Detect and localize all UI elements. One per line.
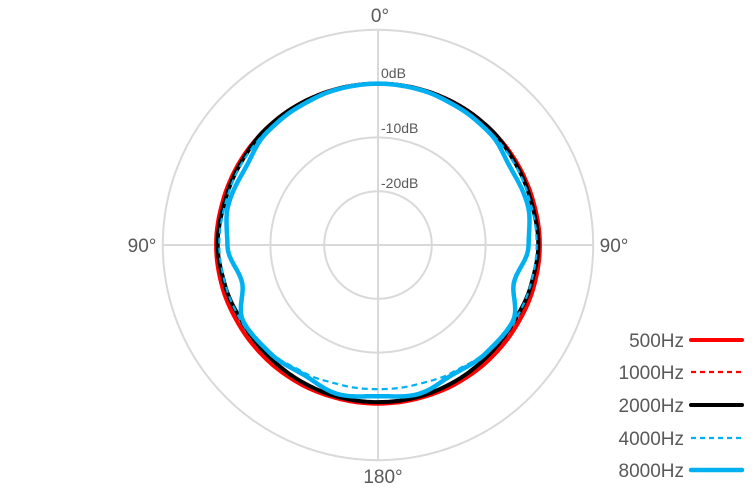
legend-label: 4000Hz xyxy=(619,429,685,450)
legend-label: 1000Hz xyxy=(619,363,685,384)
legend-label: 500Hz xyxy=(629,331,684,352)
legend-label: 8000Hz xyxy=(619,461,685,482)
angle-label-top: 0° xyxy=(371,6,389,27)
angle-label-bottom: 180° xyxy=(363,467,402,488)
polar-curves xyxy=(214,81,542,406)
radial-label-minus20db: -20dB xyxy=(381,175,418,191)
angle-label-right: 90° xyxy=(600,236,629,257)
legend-label: 2000Hz xyxy=(619,396,685,417)
radial-label-0db: 0dB xyxy=(381,65,406,81)
legend-item-8000hz: 8000Hz xyxy=(619,461,745,482)
legend: 500Hz 1000Hz 2000Hz 4000Hz 8000Hz xyxy=(619,331,745,482)
angle-label-left: 90° xyxy=(128,236,157,257)
polar-grid xyxy=(161,28,595,462)
legend-item-2000hz: 2000Hz xyxy=(619,396,744,417)
series-curve-4000hz xyxy=(218,82,538,391)
legend-item-1000hz: 1000Hz xyxy=(619,363,742,384)
radial-label-minus10db: -10dB xyxy=(381,120,418,136)
legend-item-4000hz: 4000Hz xyxy=(619,429,742,450)
legend-item-500hz: 500Hz xyxy=(629,331,744,352)
series-curve-2000hz xyxy=(215,81,541,405)
series-curve-8000hz xyxy=(224,81,532,399)
